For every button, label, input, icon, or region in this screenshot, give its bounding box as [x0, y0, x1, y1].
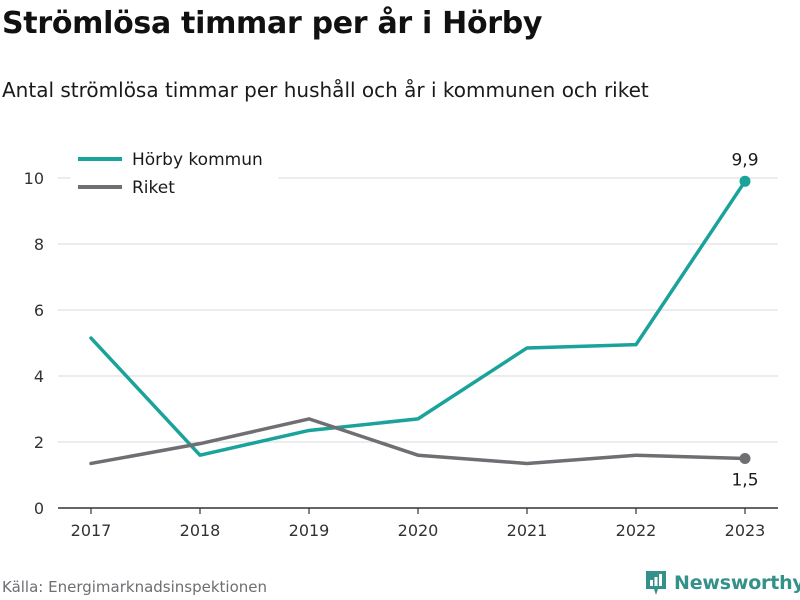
series-line	[89, 179, 747, 457]
x-tick-label: 2023	[725, 521, 766, 540]
grid-lines	[58, 177, 778, 443]
legend-label: Hörby kommun	[132, 150, 263, 170]
source-note: Källa: Energimarknadsinspektionen	[2, 578, 268, 596]
series-lines	[89, 175, 751, 466]
y-tick-label: 8	[34, 235, 44, 254]
legend-background	[70, 145, 278, 207]
axes: 0 2 4 6 8 10 2017 2018 2019 2020 2021 2022 2023	[24, 169, 778, 540]
legend-label: Riket	[132, 178, 175, 198]
chart-subtitle: Antal strömlösa timmar per hushåll och å…	[2, 78, 649, 102]
end-value-label: 1,5	[731, 471, 758, 491]
x-tick-label: 2019	[289, 521, 330, 540]
y-tick-label: 2	[34, 433, 44, 452]
x-tick-label: 2022	[616, 521, 657, 540]
series-end-point	[739, 175, 751, 187]
chart-title: Strömlösa timmar per år i Hörby	[2, 6, 543, 41]
data-labels: 9,9 1,5	[731, 150, 758, 490]
brand-logo: Newsworthy	[644, 569, 800, 597]
end-value-label: 9,9	[731, 150, 758, 170]
x-tick-label: 2020	[398, 521, 439, 540]
newsworthy-logo-icon	[646, 571, 666, 595]
y-tick-label: 6	[34, 301, 44, 320]
series-line	[89, 417, 747, 466]
x-tick-label: 2021	[507, 521, 548, 540]
series-end-point	[739, 453, 751, 464]
x-tick-label: 2017	[71, 521, 112, 540]
y-tick-label: 4	[34, 367, 44, 386]
legend: Hörby kommun Riket	[70, 145, 278, 207]
brand-name: Newsworthy	[674, 572, 800, 594]
y-tick-label: 0	[34, 499, 44, 518]
y-tick-label: 10	[24, 169, 44, 188]
x-tick-label: 2018	[180, 521, 221, 540]
